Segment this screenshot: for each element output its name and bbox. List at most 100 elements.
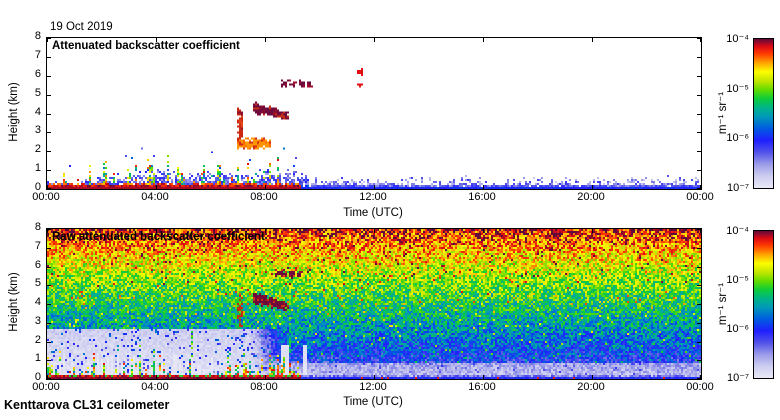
y-tick-mark xyxy=(47,342,51,343)
x-tick-label: 16:00 xyxy=(468,381,496,393)
x-tick-label: 04:00 xyxy=(141,381,169,393)
colorbar-tick-label: 10⁻⁵ xyxy=(726,82,749,95)
y-tick-mark xyxy=(47,132,51,133)
y-tick-mark xyxy=(697,95,701,96)
x-tick-mark xyxy=(374,185,375,189)
colorbar-tick-label: 10⁻⁵ xyxy=(726,274,749,286)
x-tick-mark xyxy=(47,185,48,189)
x-tick-mark xyxy=(700,38,701,42)
date-label: 19 Oct 2019 xyxy=(50,21,113,33)
attenuated-backscatter-panel: Attenuated backscatter coefficient xyxy=(46,37,702,190)
x-tick-label: 08:00 xyxy=(250,191,278,203)
x-tick-mark xyxy=(374,375,375,379)
instrument-label: Kenttarova CL31 ceilometer xyxy=(4,398,170,412)
y-axis-label: Height (km) xyxy=(8,272,20,332)
y-tick-mark xyxy=(47,360,51,361)
y-tick-mark xyxy=(697,360,701,361)
x-tick-mark xyxy=(483,38,484,42)
x-tick-mark xyxy=(700,375,701,379)
colorbar-tick-label: 10⁻⁷ xyxy=(726,372,749,384)
colorbar-attenuated xyxy=(753,38,774,189)
y-tick-label: 5 xyxy=(34,87,41,99)
y-tick-label: 1 xyxy=(34,352,41,364)
y-tick-mark xyxy=(47,114,51,115)
x-tick-mark xyxy=(265,229,266,233)
x-tick-mark xyxy=(156,229,157,233)
y-tick-mark xyxy=(47,267,51,268)
x-tick-mark xyxy=(483,185,484,189)
x-tick-mark xyxy=(47,38,48,42)
y-tick-label: 7 xyxy=(34,49,41,61)
y-tick-label: 0 xyxy=(34,371,41,383)
attenuated-backscatter-heatmap xyxy=(47,38,701,189)
x-tick-label: 16:00 xyxy=(468,191,496,203)
y-tick-mark xyxy=(697,229,701,230)
x-tick-mark xyxy=(592,375,593,379)
colorbar-tick-label: 10⁻⁷ xyxy=(726,182,749,194)
x-tick-label: 12:00 xyxy=(359,381,387,393)
y-tick-mark xyxy=(697,342,701,343)
y-tick-label: 4 xyxy=(34,296,41,308)
y-tick-label: 4 xyxy=(34,106,41,118)
x-tick-mark xyxy=(700,229,701,233)
y-tick-label: 6 xyxy=(34,68,41,80)
x-tick-label: 20:00 xyxy=(577,191,605,203)
y-axis-label: Height (km) xyxy=(8,81,20,142)
x-tick-mark xyxy=(156,38,157,42)
x-tick-mark xyxy=(592,38,593,42)
x-tick-mark xyxy=(592,185,593,189)
y-tick-label: 8 xyxy=(34,30,41,42)
colorbar-tick-label: 10⁻⁴ xyxy=(726,225,749,237)
x-tick-label: 12:00 xyxy=(359,191,387,203)
y-tick-mark xyxy=(47,38,51,39)
y-tick-label: 3 xyxy=(34,315,41,327)
y-tick-mark xyxy=(47,378,51,379)
x-tick-label: 00:00 xyxy=(32,191,60,203)
x-axis-label: Time (UTC) xyxy=(343,207,403,219)
y-tick-mark xyxy=(47,170,51,171)
x-tick-mark xyxy=(156,185,157,189)
x-tick-mark xyxy=(483,229,484,233)
y-tick-label: 0 xyxy=(34,181,41,193)
x-tick-mark xyxy=(374,229,375,233)
x-tick-label: 00:00 xyxy=(32,381,60,393)
x-tick-mark xyxy=(592,229,593,233)
y-tick-label: 7 xyxy=(34,240,41,252)
y-tick-label: 1 xyxy=(34,162,41,174)
y-tick-mark xyxy=(697,57,701,58)
y-tick-mark xyxy=(47,285,51,286)
colorbar-unit-label: m⁻¹ sr⁻¹ xyxy=(717,282,729,325)
y-tick-mark xyxy=(697,38,701,39)
x-tick-label: 04:00 xyxy=(141,191,169,203)
y-tick-mark xyxy=(47,57,51,58)
raw-backscatter-heatmap xyxy=(47,229,701,379)
y-tick-mark xyxy=(47,229,51,230)
colorbar-unit-label: m⁻¹ sr⁻¹ xyxy=(717,91,729,134)
raw-panel-title: Raw attenuated backscatter coefficient xyxy=(52,231,265,243)
x-tick-mark xyxy=(265,38,266,42)
attenuated-panel-title: Attenuated backscatter coefficient xyxy=(52,40,240,52)
y-tick-mark xyxy=(47,248,51,249)
y-tick-mark xyxy=(697,248,701,249)
x-tick-mark xyxy=(265,375,266,379)
x-tick-mark xyxy=(265,185,266,189)
x-tick-mark xyxy=(47,375,48,379)
y-tick-label: 3 xyxy=(34,124,41,136)
y-tick-label: 8 xyxy=(34,221,41,233)
y-tick-mark xyxy=(47,151,51,152)
y-tick-mark xyxy=(697,304,701,305)
y-tick-mark xyxy=(697,151,701,152)
x-tick-mark xyxy=(483,375,484,379)
y-tick-mark xyxy=(47,95,51,96)
y-tick-label: 2 xyxy=(34,143,41,155)
x-tick-label: 00:00 xyxy=(686,191,714,203)
x-tick-label: 20:00 xyxy=(577,381,605,393)
x-tick-mark xyxy=(700,185,701,189)
y-tick-label: 5 xyxy=(34,277,41,289)
y-tick-label: 2 xyxy=(34,334,41,346)
y-tick-mark xyxy=(47,76,51,77)
x-tick-label: 00:00 xyxy=(686,381,714,393)
colorbar-tick-label: 10⁻⁶ xyxy=(726,132,749,145)
colorbar-tick-label: 10⁻⁶ xyxy=(726,323,749,335)
